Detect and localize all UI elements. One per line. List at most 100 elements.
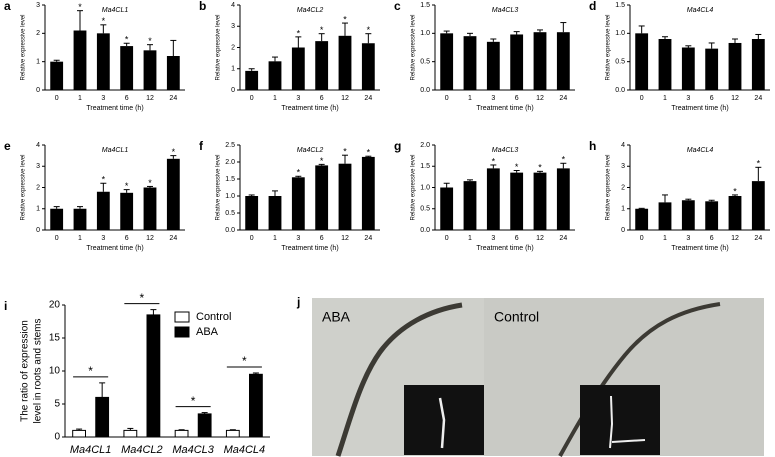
x-tick-label: 1 [663,235,667,242]
x-tick-label: 0 [640,235,644,242]
x-tick-label: 12 [146,235,154,242]
x-tick-label: 3 [296,235,300,242]
y-axis-label: Relative expressive level [606,154,612,220]
x-tick-label: 3 [686,95,690,102]
bar [225,429,240,438]
y-tick-label: 10 [49,366,61,377]
x-tick-label: 1 [273,95,277,102]
y-tick-label: 1.0 [225,193,235,200]
bar [533,172,547,230]
y-tick-label: 4 [231,2,235,9]
x-tick-label: 6 [515,95,519,102]
x-tick-label: 0 [640,95,644,102]
x-tick-label: 3 [491,235,495,242]
y-tick-label: 1.5 [615,2,625,9]
x-tick-label: Ma4CL1 [70,444,112,456]
panel-letter: g [394,139,401,153]
x-axis-label: Treatment time (h) [476,105,533,112]
bar [73,208,87,230]
bar [146,314,161,438]
bar [96,191,110,230]
panel-letter: f [199,139,204,153]
bar [166,158,180,230]
x-tick-label: 0 [250,235,254,242]
significance: * [492,156,496,166]
significance: * [242,354,247,368]
bar [338,163,352,230]
chart-title: Ma4CL1 [102,147,129,154]
significance: * [562,155,566,165]
bar [245,70,259,90]
bar [268,61,282,90]
bar [751,39,765,90]
significance: * [125,35,129,45]
significance: * [148,178,152,188]
seedling [438,397,446,449]
y-tick-label: 1.0 [420,184,430,191]
y-tick-label: 0.5 [615,59,625,66]
x-axis-label: Treatment time (h) [86,245,143,252]
y-axis-label: Relative expressive level [21,154,27,220]
y-tick-label: 2 [36,30,40,37]
chart-title: Ma4CL3 [492,147,519,154]
x-tick-label: 1 [663,95,667,102]
x-tick-label: 6 [710,95,714,102]
y-tick-label: 1 [621,206,625,213]
significance: * [88,364,93,378]
significance: * [191,394,196,408]
y-tick-label: 15 [49,333,61,344]
x-tick-label: 12 [536,95,544,102]
significance: * [78,2,82,12]
y-tick-label: 1.0 [615,30,625,37]
significance: * [172,147,176,157]
y-axis-label: Relative expressive level [606,14,612,80]
x-tick-label: 24 [364,95,372,102]
y-tick-label: 0 [36,227,40,234]
bar [658,202,672,230]
panel-letter: b [199,0,206,13]
x-tick-label: 24 [559,95,567,102]
bar [72,429,86,438]
y-tick-label: 2.0 [420,142,430,149]
y-axis-label: Relative expressive level [216,154,222,220]
chart-title: Ma4CL2 [297,7,324,14]
bar [338,35,352,90]
y-axis-label: level in roots and stems [33,318,44,423]
x-tick-label: 12 [146,95,154,102]
y-tick-label: 3 [231,23,235,30]
bar [440,187,454,230]
x-tick-label: 3 [686,235,690,242]
significance: * [320,156,324,166]
bar [249,373,263,438]
bar [166,56,180,90]
significance: * [367,25,371,35]
x-tick-label: 24 [754,235,762,242]
x-tick-label: 3 [296,95,300,102]
x-tick-label: 6 [320,95,324,102]
y-tick-label: 0.0 [615,87,625,94]
y-tick-label: 1 [36,59,40,66]
bar [291,47,305,90]
significance: * [538,163,542,173]
x-tick-label: 24 [364,235,372,242]
y-tick-label: 2 [36,184,40,191]
panel-letter: a [4,0,11,13]
panel-letter: i [4,299,7,313]
x-tick-label: 24 [169,95,177,102]
x-tick-label: 24 [559,235,567,242]
legend-label: ABA [196,326,219,338]
bar [123,429,138,438]
chart-title: Ma4CL2 [297,147,324,154]
y-tick-label: 0 [621,227,625,234]
bar [635,33,649,90]
x-tick-label: Ma4CL3 [172,444,214,456]
y-tick-label: 1 [36,206,40,213]
y-tick-label: 1 [231,66,235,73]
bar [486,41,500,90]
photo-caption: Control [494,309,539,325]
y-tick-label: 1.5 [420,2,430,9]
x-tick-label: 1 [78,95,82,102]
y-tick-label: 2 [621,184,625,191]
x-tick-label: 12 [536,235,544,242]
